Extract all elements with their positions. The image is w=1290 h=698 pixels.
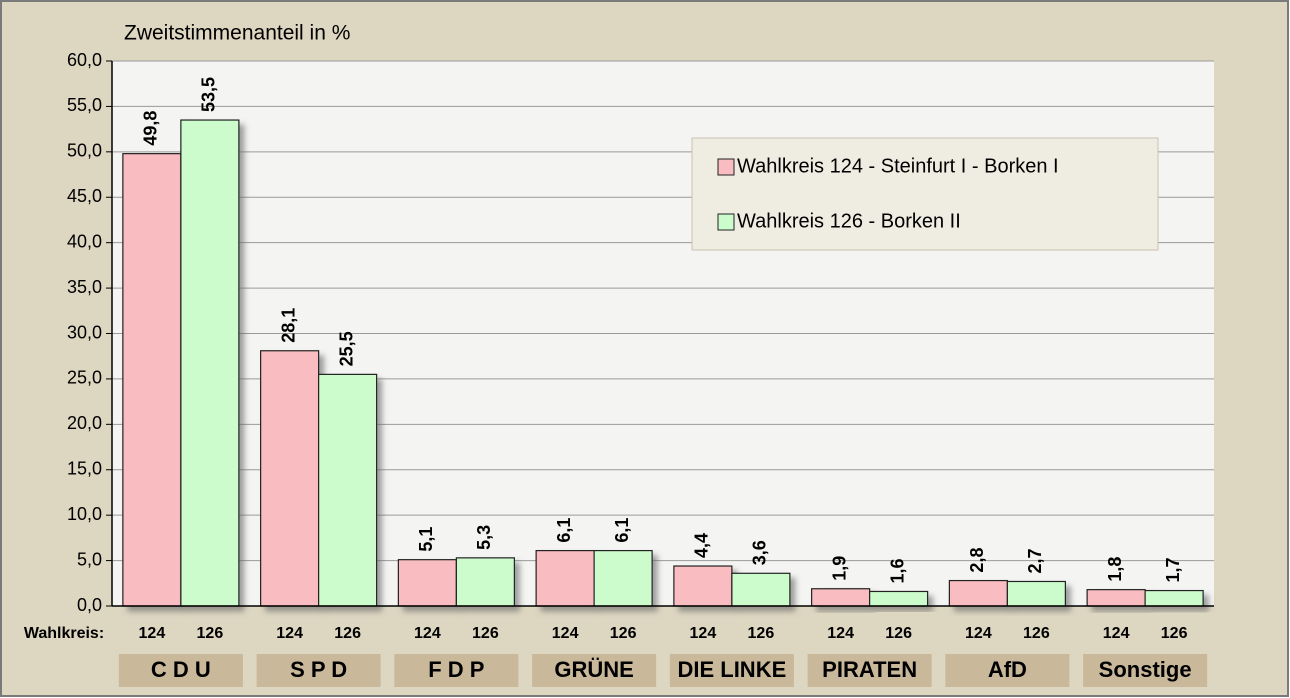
x-tick-label: PIRATEN xyxy=(822,657,917,682)
series-sublabel: 126 xyxy=(610,625,637,642)
bar xyxy=(535,549,595,607)
category-box xyxy=(807,654,932,687)
y-tick-label: 45,0 xyxy=(67,186,102,206)
bar xyxy=(397,559,457,607)
x-tick-label: S P D xyxy=(290,657,347,682)
x-tick-label: C D U xyxy=(151,657,211,682)
data-label: 1,7 xyxy=(1163,558,1183,583)
bar xyxy=(673,565,733,607)
category-box xyxy=(669,654,794,687)
series-sublabel: 124 xyxy=(690,625,717,642)
y-tick-label: 50,0 xyxy=(67,141,102,161)
series-sublabel: 126 xyxy=(472,625,499,642)
series-sublabel: 126 xyxy=(748,625,775,642)
series-sublabel: 126 xyxy=(197,625,224,642)
y-tick-label: 20,0 xyxy=(67,413,102,433)
y-tick-label: 30,0 xyxy=(67,322,102,342)
y-tick-label: 15,0 xyxy=(67,459,102,479)
bar xyxy=(948,579,1008,607)
series-sublabel: 124 xyxy=(276,625,303,642)
y-tick-label: 60,0 xyxy=(67,50,102,70)
data-label: 53,5 xyxy=(199,77,219,112)
y-tick-label: 10,0 xyxy=(67,504,102,524)
data-label: 6,1 xyxy=(554,518,574,543)
bar xyxy=(122,153,182,607)
x-tick-label: F D P xyxy=(428,657,484,682)
data-label: 25,5 xyxy=(336,331,356,366)
series-sublabel: 126 xyxy=(1023,625,1050,642)
y-tick-label: 55,0 xyxy=(67,95,102,115)
y-tick-label: 40,0 xyxy=(67,231,102,251)
category-box xyxy=(118,654,243,687)
series-sublabel: 124 xyxy=(139,625,166,642)
data-label: 28,1 xyxy=(278,308,298,343)
bar xyxy=(318,373,378,607)
series-sublabel: 126 xyxy=(1161,625,1188,642)
data-label: 5,1 xyxy=(416,527,436,552)
category-box xyxy=(394,654,519,687)
y-tick-label: 0,0 xyxy=(77,595,102,615)
data-label: 49,8 xyxy=(141,111,161,146)
data-label: 5,3 xyxy=(474,525,494,550)
series-sublabel: 124 xyxy=(1103,625,1130,642)
category-box xyxy=(256,654,381,687)
x-axis-label: Wahlkreis: xyxy=(24,625,104,642)
category-box xyxy=(1083,654,1208,687)
series-sublabel: 124 xyxy=(414,625,441,642)
x-tick-label: Sonstige xyxy=(1099,657,1192,682)
bar xyxy=(1086,589,1146,607)
x-tick-label: AfD xyxy=(988,657,1027,682)
data-label: 1,8 xyxy=(1105,557,1125,582)
x-tick-label: GRÜNE xyxy=(554,657,633,682)
legend-label: Wahlkreis 126 - Borken II xyxy=(737,210,961,232)
data-label: 6,1 xyxy=(612,518,632,543)
y-tick-label: 5,0 xyxy=(77,549,102,569)
data-label: 1,6 xyxy=(887,558,907,583)
bar xyxy=(180,119,240,607)
legend: Wahlkreis 124 - Steinfurt I - Borken I Wa… xyxy=(691,137,1159,251)
legend-swatch xyxy=(717,213,735,231)
data-label: 2,8 xyxy=(967,548,987,573)
series-sublabel: 124 xyxy=(552,625,579,642)
data-label: 3,6 xyxy=(750,540,770,565)
bar xyxy=(811,588,871,607)
series-sublabel: 124 xyxy=(965,625,992,642)
bar xyxy=(1006,580,1066,607)
data-label: 1,9 xyxy=(829,556,849,581)
bar xyxy=(593,549,653,607)
bar xyxy=(1144,589,1204,607)
category-box xyxy=(532,654,657,687)
y-tick-label: 35,0 xyxy=(67,277,102,297)
data-label: 4,4 xyxy=(692,533,712,558)
series-sublabel: 126 xyxy=(885,625,912,642)
legend-swatch xyxy=(717,158,735,176)
category-box xyxy=(945,654,1070,687)
bar xyxy=(455,557,515,607)
bar xyxy=(869,590,929,607)
series-sublabel: 126 xyxy=(334,625,361,642)
series-sublabel: 124 xyxy=(827,625,854,642)
y-tick-label: 25,0 xyxy=(67,368,102,388)
bar xyxy=(731,572,791,607)
x-tick-label: DIE LINKE xyxy=(677,657,786,682)
chart-title: Zweitstimmenanteil in % xyxy=(124,22,350,45)
bar xyxy=(260,350,320,607)
legend-label: Wahlkreis 124 - Steinfurt I - Borken I xyxy=(737,155,1059,177)
data-label: 2,7 xyxy=(1025,548,1045,573)
legend-box xyxy=(691,137,1159,251)
